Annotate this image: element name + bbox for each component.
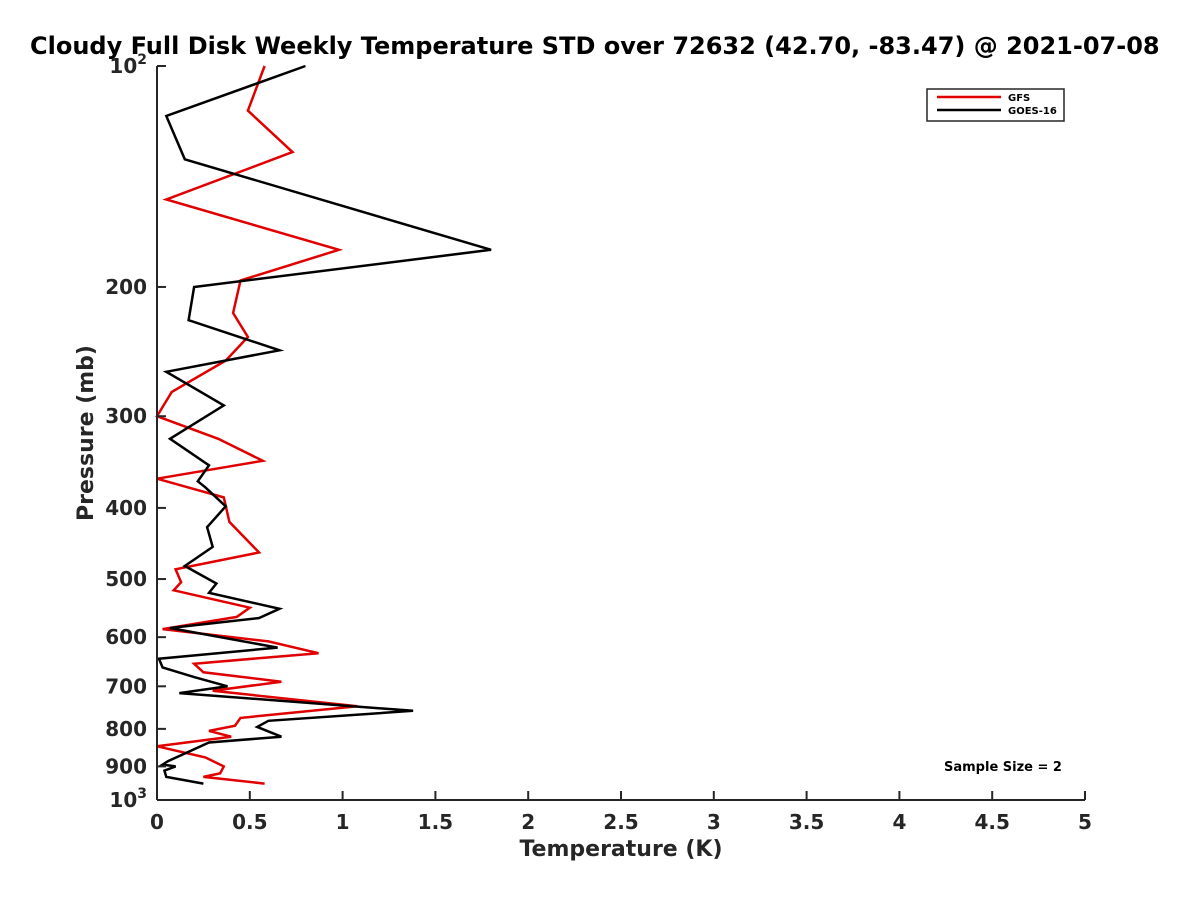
- x-tick-label: 4.5: [974, 810, 1009, 834]
- y-tick-label: 102: [109, 52, 147, 78]
- legend-label-gfs: GFS: [1008, 93, 1030, 104]
- y-tick-label: 200: [105, 275, 147, 299]
- y-tick-label: 300: [105, 404, 147, 428]
- x-ticks: 0 0.5 1 1.5 2 2.5 3 3.5 4 4.5 5: [150, 791, 1092, 834]
- x-tick-label: 3: [707, 810, 721, 834]
- x-tick-label: 5: [1078, 810, 1092, 834]
- x-tick-label: 0.5: [232, 810, 267, 834]
- x-tick-label: 0: [150, 810, 164, 834]
- y-tick-label: 600: [105, 625, 147, 649]
- x-tick-label: 3.5: [789, 810, 824, 834]
- x-axis-label: Temperature (K): [519, 837, 722, 862]
- series-line-goes-16: [157, 64, 492, 785]
- y-tick-label: 800: [105, 717, 147, 741]
- y-tick-label: 700: [105, 674, 147, 698]
- y-tick-label: 103: [109, 786, 147, 812]
- x-tick-label: 4: [892, 810, 906, 834]
- x-tick-label: 2: [521, 810, 535, 834]
- y-tick-label: 400: [105, 496, 147, 520]
- legend: GFS GOES-16: [926, 88, 1065, 122]
- series-line-gfs: [155, 65, 358, 785]
- legend-box: [926, 88, 1065, 122]
- axes: [156, 66, 1085, 801]
- plot-lines: [155, 64, 492, 785]
- sample-size-annotation: Sample Size = 2: [944, 760, 1062, 775]
- y-ticks: 102 200 300 400 500 600 700 800 900 103: [105, 52, 166, 812]
- chart-title: Cloudy Full Disk Weekly Temperature STD …: [30, 32, 1160, 60]
- x-tick-label: 1.5: [418, 810, 453, 834]
- legend-label-goes-16: GOES-16: [1008, 106, 1057, 117]
- y-tick-label: 500: [105, 567, 147, 591]
- x-tick-label: 2.5: [603, 810, 638, 834]
- y-tick-label: 900: [105, 754, 147, 778]
- x-tick-label: 1: [336, 810, 350, 834]
- y-axis-label: Pressure (mb): [74, 345, 99, 521]
